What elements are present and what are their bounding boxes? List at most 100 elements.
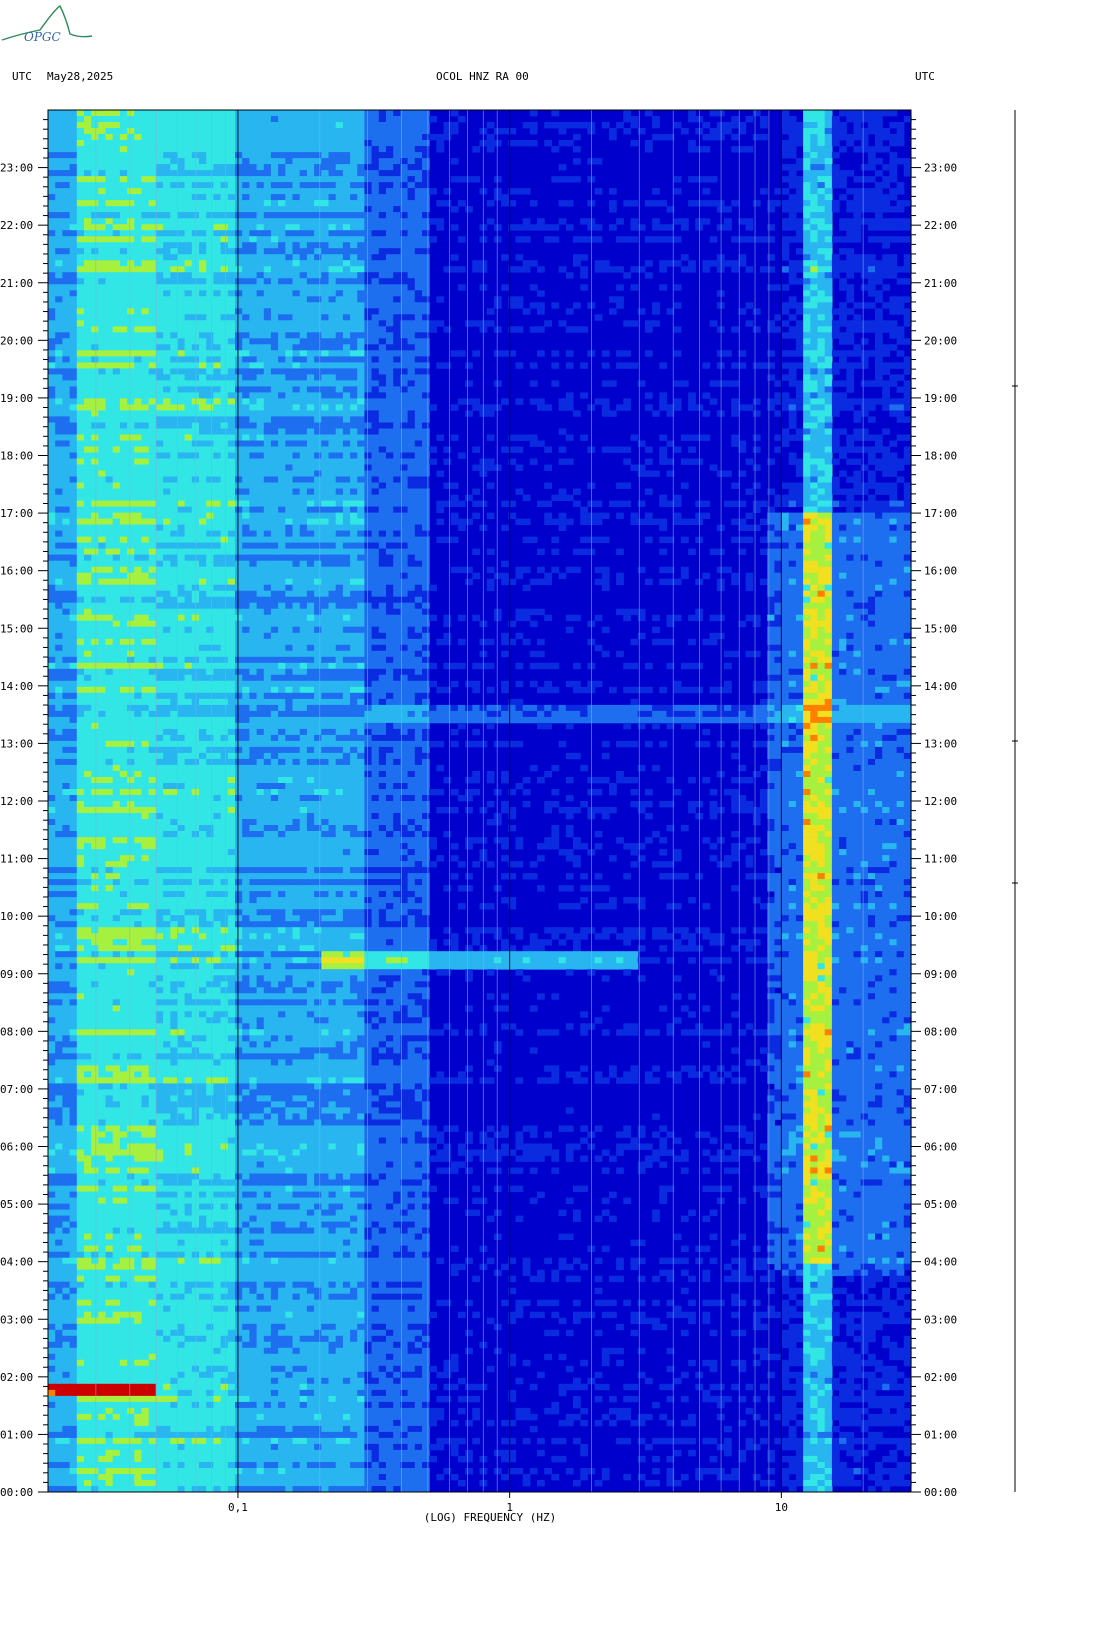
heatmap-cell (342, 134, 351, 141)
heatmap-cell (141, 188, 150, 195)
heatmap-cell (69, 428, 78, 435)
heatmap-cell (213, 290, 222, 297)
heatmap-cell (48, 350, 56, 357)
heatmap-cell (795, 398, 804, 405)
heatmap-cell (148, 164, 157, 171)
heatmap-cell (810, 260, 819, 267)
heatmap-cell (278, 284, 286, 291)
heatmap-cell (155, 320, 164, 327)
heatmap-cell (400, 464, 409, 471)
heatmap-cell (853, 428, 862, 435)
heatmap-cell (299, 398, 308, 405)
heatmap-cell (364, 326, 373, 333)
heatmap-cell (364, 230, 373, 237)
heatmap-cell (134, 476, 143, 483)
heatmap-cell (134, 320, 143, 327)
heatmap-cell (903, 380, 912, 387)
heatmap-cell (371, 326, 380, 333)
heatmap-cell (386, 188, 394, 195)
heatmap-cell (896, 386, 905, 393)
heatmap-cell (278, 392, 286, 399)
heatmap-cell (314, 272, 322, 279)
heatmap-cell (62, 320, 71, 327)
heatmap-cell (148, 170, 157, 177)
heatmap-cell (652, 236, 660, 243)
heatmap-cell (831, 350, 840, 357)
heatmap-cell (141, 278, 150, 285)
heatmap-cell (537, 398, 545, 405)
heatmap-cell (328, 182, 337, 189)
heatmap-cell (350, 386, 358, 393)
heatmap-cell (299, 416, 308, 423)
heatmap-cell (314, 500, 322, 507)
heatmap-cell (860, 146, 869, 153)
heatmap-cell (824, 230, 833, 237)
heatmap-cell (601, 410, 610, 417)
heatmap-cell (335, 422, 344, 429)
heatmap-cell (493, 194, 502, 201)
heatmap-cell (529, 260, 538, 267)
heatmap-cell (306, 440, 315, 447)
heatmap-cell (134, 110, 143, 117)
heatmap-cell (155, 230, 164, 237)
heatmap-cell (342, 440, 351, 447)
heatmap-cell (256, 440, 265, 447)
heatmap-cell (702, 176, 711, 183)
heatmap-cell (242, 440, 250, 447)
heatmap-cell (407, 302, 416, 309)
heatmap-cell (119, 134, 128, 141)
heatmap-cell (321, 128, 330, 135)
heatmap-cell (235, 170, 243, 177)
heatmap-cell (184, 152, 193, 159)
heatmap-cell (98, 296, 107, 303)
heatmap-cell (882, 182, 890, 189)
heatmap-cell (839, 428, 847, 435)
heatmap-cell (342, 380, 351, 387)
heatmap-cell (69, 116, 78, 123)
heatmap-cell (501, 254, 509, 261)
heatmap-cell (788, 212, 797, 219)
heatmap-cell (817, 464, 826, 471)
heatmap-cell (414, 362, 423, 369)
heatmap-cell (378, 206, 387, 213)
heatmap-cell (407, 374, 416, 381)
heatmap-cell (170, 128, 179, 135)
heatmap-cell (184, 182, 193, 189)
heatmap-cell (342, 314, 351, 321)
heatmap-cell (788, 380, 797, 387)
heatmap-cell (199, 350, 207, 357)
heatmap-cell (299, 254, 308, 261)
heatmap-cell (62, 140, 71, 147)
heatmap-cell (62, 128, 71, 135)
heatmap-cell (781, 266, 790, 273)
heatmap-cell (810, 308, 819, 315)
heatmap-cell (112, 494, 121, 501)
heatmap-cell (270, 398, 279, 405)
heatmap-cell (163, 362, 171, 369)
heatmap-cell (213, 458, 222, 465)
heatmap-cell (141, 350, 150, 357)
heatmap-cell (91, 470, 99, 477)
heatmap-cell (422, 254, 430, 261)
heatmap-cell (105, 254, 114, 261)
heatmap-cell (155, 506, 164, 513)
heatmap-cell (529, 326, 538, 333)
heatmap-cell (263, 470, 272, 477)
heatmap-cell (839, 278, 847, 285)
heatmap-cell (270, 476, 279, 483)
heatmap-cell (292, 494, 301, 501)
heatmap-cell (896, 350, 905, 357)
heatmap-cell (184, 350, 193, 357)
heatmap-cell (48, 224, 56, 231)
heatmap-cell (91, 176, 99, 183)
heatmap-cell (529, 140, 538, 147)
heatmap-cell (235, 116, 243, 123)
heatmap-cell (184, 380, 193, 387)
heatmap-cell (48, 248, 56, 255)
heatmap-cell (48, 326, 56, 333)
heatmap-cell (306, 158, 315, 165)
heatmap-cell (91, 248, 99, 255)
heatmap-cell (400, 236, 409, 243)
heatmap-cell (213, 464, 222, 471)
heatmap-cell (371, 260, 380, 267)
